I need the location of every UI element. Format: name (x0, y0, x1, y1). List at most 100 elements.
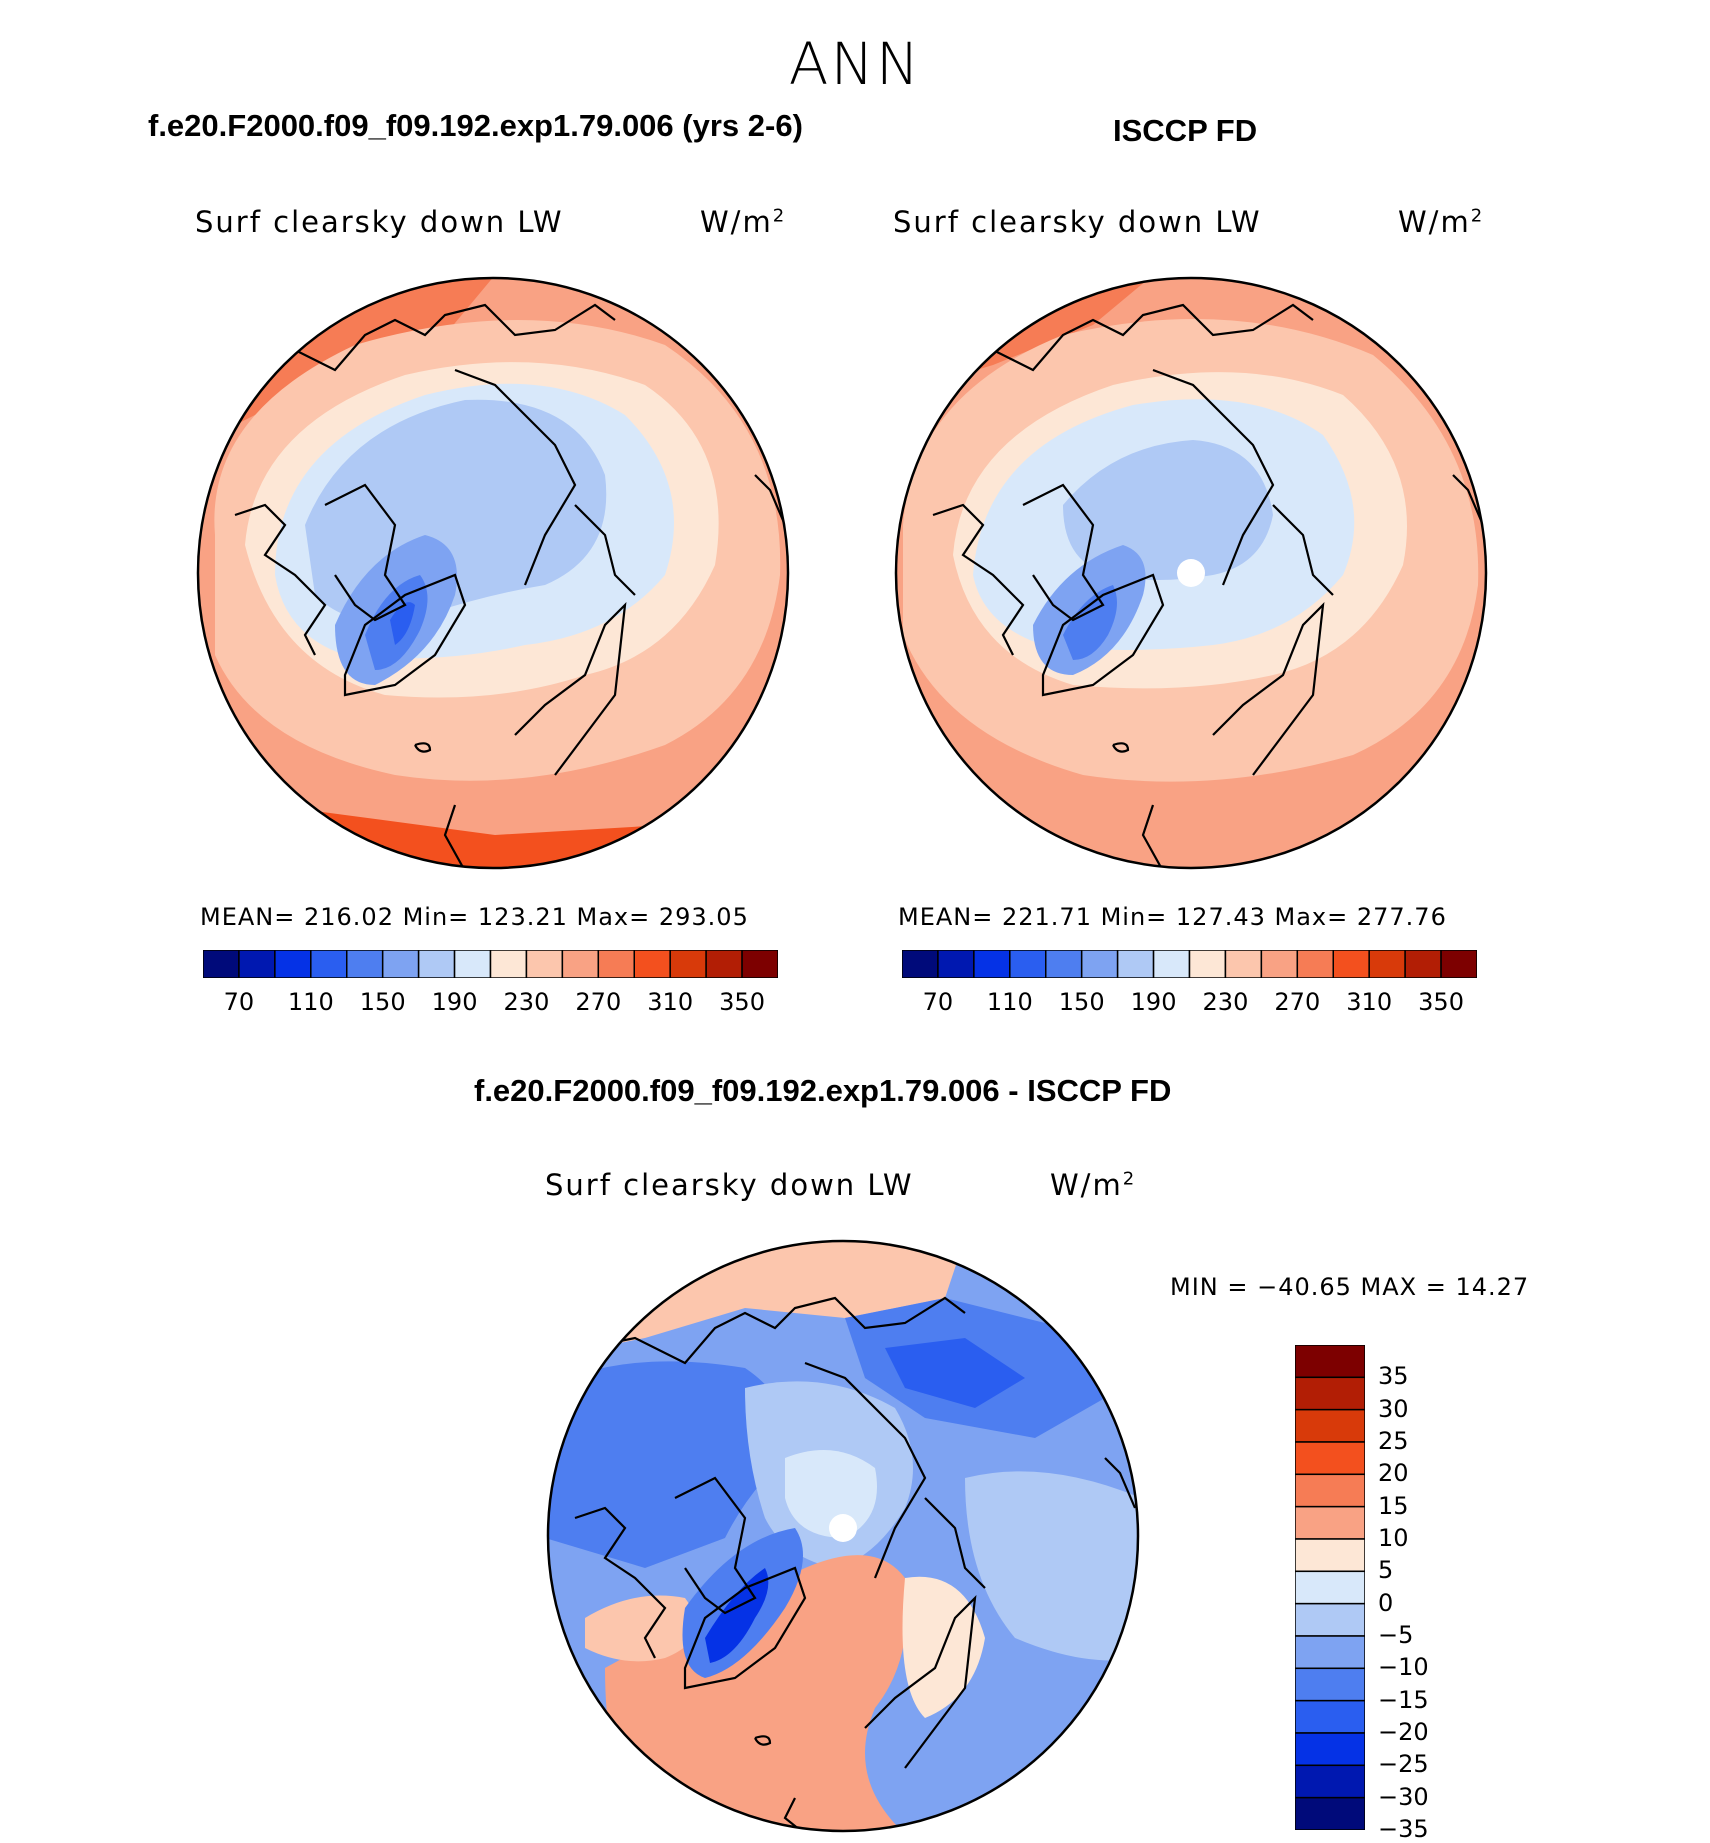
model-colorbar-box (274, 950, 312, 978)
diff-case-title: f.e20.F2000.f09_f09.192.exp1.79.006 - IS… (474, 1073, 1172, 1108)
season-title: ANN (788, 30, 922, 98)
obs-colorbar-ticks: 70 110 150 190 230 270 310 350 (902, 988, 1477, 1018)
obs-colorbar-tick-label: 350 (1418, 988, 1464, 1016)
model-coastlines (234, 303, 787, 868)
obs-colorbar-box (1116, 950, 1155, 978)
model-colorbar-box (705, 950, 743, 978)
diff-missing-pole (829, 1514, 857, 1542)
obs-colorbar-box (1152, 950, 1191, 978)
model-polar-map (196, 276, 790, 870)
obs-field-greenland-core (1063, 585, 1117, 660)
diff-stats: MIN = −40.65 MAX = 14.27 (1170, 1273, 1530, 1301)
diff-colorbar (1295, 1345, 1365, 1830)
diff-coastlines (574, 1296, 1137, 1831)
model-colorbar-box (310, 950, 348, 978)
diff-colorbar-ticks: 35 30 25 20 15 10 5 0 −5 −10 −15 −20 −25 −30 −35 (1378, 1345, 1498, 1843)
obs-colorbar-box (1260, 950, 1299, 978)
obs-colorbar-tick-label: 70 (922, 988, 954, 1016)
obs-colorbar-box (1440, 950, 1477, 978)
obs-stats: MEAN= 221.71 Min= 127.43 Max= 277.76 (898, 903, 1447, 931)
model-colorbar-tick-label: 110 (287, 988, 334, 1016)
model-units-label: W/m2 (700, 205, 787, 239)
diff-polar-map (546, 1239, 1140, 1833)
diff-field-neg-greenland-core (705, 1568, 769, 1663)
diff-field-pos-atlantic (605, 1555, 907, 1831)
diff-colorbar-box (1295, 1667, 1365, 1702)
obs-colorbar-box (937, 950, 975, 978)
diff-colorbar-tick-label: −15 (1378, 1685, 1429, 1714)
model-colorbar-tick-label: 350 (719, 988, 765, 1016)
diff-colorbar-box (1295, 1570, 1365, 1605)
obs-coastlines (932, 303, 1485, 868)
model-colorbar-box (453, 950, 492, 978)
diff-colorbar-tick-label: 25 (1378, 1427, 1409, 1455)
model-colorbar-box (525, 950, 564, 978)
obs-field-110-150 (1063, 440, 1273, 580)
obs-colorbar-box (1332, 950, 1370, 978)
diff-colorbar-box (1295, 1538, 1365, 1573)
diff-colorbar-box (1295, 1376, 1365, 1411)
obs-variable-label: Surf clearsky down LW (893, 205, 1262, 239)
model-colorbar (203, 950, 778, 978)
diff-map-border (546, 1239, 1140, 1833)
obs-colorbar-box (1404, 950, 1442, 978)
diff-field-pos-labrador (585, 1595, 697, 1662)
model-colorbar-tick-label: 70 (223, 988, 255, 1016)
diff-colorbar-tick-label: 0 (1378, 1588, 1394, 1617)
model-colorbar-tick-label: 270 (575, 988, 622, 1016)
diff-colorbar-box (1295, 1732, 1365, 1767)
diff-colorbar-box (1295, 1635, 1365, 1670)
obs-colorbar-box (1224, 950, 1263, 978)
model-colorbar-box (633, 950, 671, 978)
model-colorbar-ticks: 70 110 150 190 230 270 310 350 (203, 988, 778, 1018)
diff-colorbar-box (1295, 1345, 1365, 1379)
diff-colorbar-tick-label: −20 (1378, 1718, 1429, 1746)
obs-colorbar-box (1368, 950, 1406, 978)
model-colorbar-box (489, 950, 528, 978)
obs-colorbar-tick-label: 270 (1274, 988, 1321, 1016)
model-colorbar-box (741, 950, 778, 978)
model-colorbar-box (238, 950, 276, 978)
model-colorbar-box (561, 950, 600, 978)
model-map-border (196, 276, 790, 870)
diff-colorbar-box (1295, 1441, 1365, 1476)
model-colorbar-box (417, 950, 456, 978)
diff-colorbar-tick-label: 5 (1378, 1556, 1394, 1585)
model-colorbar-tick-label: 310 (647, 988, 694, 1016)
model-colorbar-box (203, 950, 240, 978)
diff-colorbar-box (1295, 1764, 1365, 1799)
diff-colorbar-box (1295, 1699, 1365, 1734)
diff-field-neg-canada (548, 1361, 785, 1568)
obs-colorbar-box (1296, 950, 1334, 978)
diff-colorbar-tick-label: −30 (1378, 1782, 1429, 1811)
diff-colorbar-box (1295, 1796, 1365, 1830)
obs-colorbar-box (1045, 950, 1083, 978)
model-colorbar-tick-label: 150 (359, 988, 406, 1016)
obs-colorbar-box (1188, 950, 1227, 978)
obs-units-label: W/m2 (1398, 205, 1485, 239)
model-colorbar-box (381, 950, 420, 978)
model-colorbar-tick-label: 190 (431, 988, 478, 1016)
diff-colorbar-box (1295, 1473, 1365, 1508)
diff-colorbar-tick-label: 15 (1378, 1491, 1409, 1520)
obs-colorbar-tick-label: 310 (1346, 988, 1393, 1016)
diff-colorbar-box (1295, 1602, 1365, 1637)
obs-colorbar-box (1009, 950, 1047, 978)
diff-colorbar-box (1295, 1505, 1365, 1540)
diff-colorbar-tick-label: −5 (1378, 1621, 1414, 1649)
obs-polar-map (894, 276, 1488, 870)
obs-missing-pole (1177, 559, 1205, 587)
diff-variable-label: Surf clearsky down LW (545, 1168, 914, 1202)
obs-case-title: ISCCP FD (1113, 113, 1258, 148)
diff-colorbar-tick-label: −25 (1378, 1750, 1429, 1779)
obs-colorbar-tick-label: 190 (1130, 988, 1177, 1016)
diff-colorbar-tick-label: 10 (1378, 1524, 1409, 1552)
obs-colorbar (902, 950, 1477, 978)
diff-colorbar-tick-label: 30 (1378, 1394, 1409, 1423)
diff-colorbar-tick-label: −35 (1378, 1815, 1429, 1843)
model-colorbar-tick-label: 230 (503, 988, 550, 1016)
diff-units-label: W/m2 (1050, 1168, 1137, 1202)
obs-colorbar-tick-label: 230 (1202, 988, 1249, 1016)
obs-colorbar-box (973, 950, 1011, 978)
model-case-title: f.e20.F2000.f09_f09.192.exp1.79.006 (yrs… (148, 108, 803, 143)
